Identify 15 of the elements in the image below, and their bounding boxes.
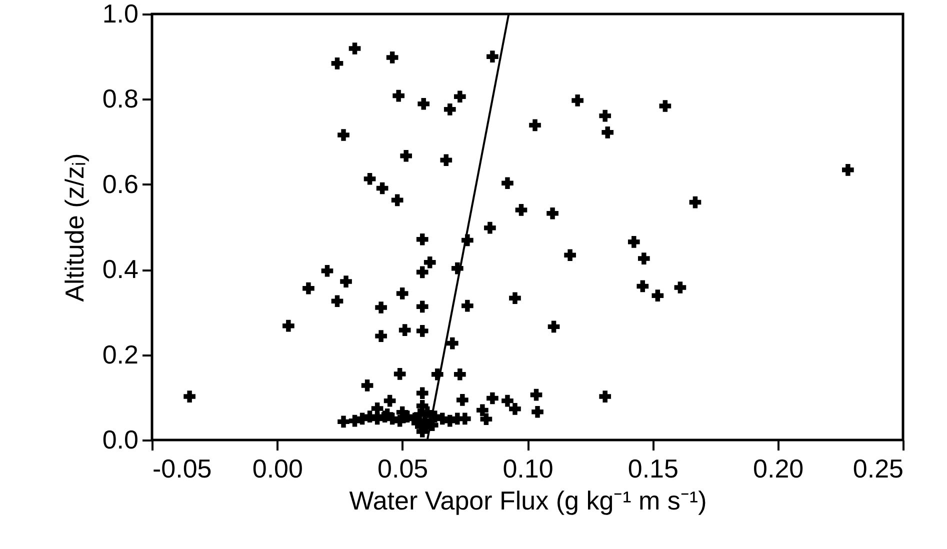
x-tick-label: 0.00 <box>252 454 303 484</box>
x-axis-title: Water Vapor Flux (g kg⁻¹ m s⁻¹) <box>349 486 707 516</box>
x-tick-label: 0.25 <box>852 454 904 484</box>
y-tick-label: 0.8 <box>102 84 138 114</box>
x-tick-label: 0.05 <box>378 454 428 484</box>
y-tick-label: 0.0 <box>102 424 138 454</box>
y-tick-label: 1.0 <box>102 0 138 28</box>
x-tick-label: 0.15 <box>628 454 678 484</box>
y-tick-label: 0.2 <box>102 339 138 370</box>
y-axis-title: Altitude (z/zᵢ) <box>59 153 90 302</box>
y-tick-label: 0.4 <box>102 254 138 284</box>
y-tick-label: 0.6 <box>102 168 138 199</box>
x-tick-label: 0.10 <box>502 454 554 484</box>
x-tick-label: 0.20 <box>753 454 804 484</box>
x-tick-label: -0.05 <box>152 454 212 484</box>
